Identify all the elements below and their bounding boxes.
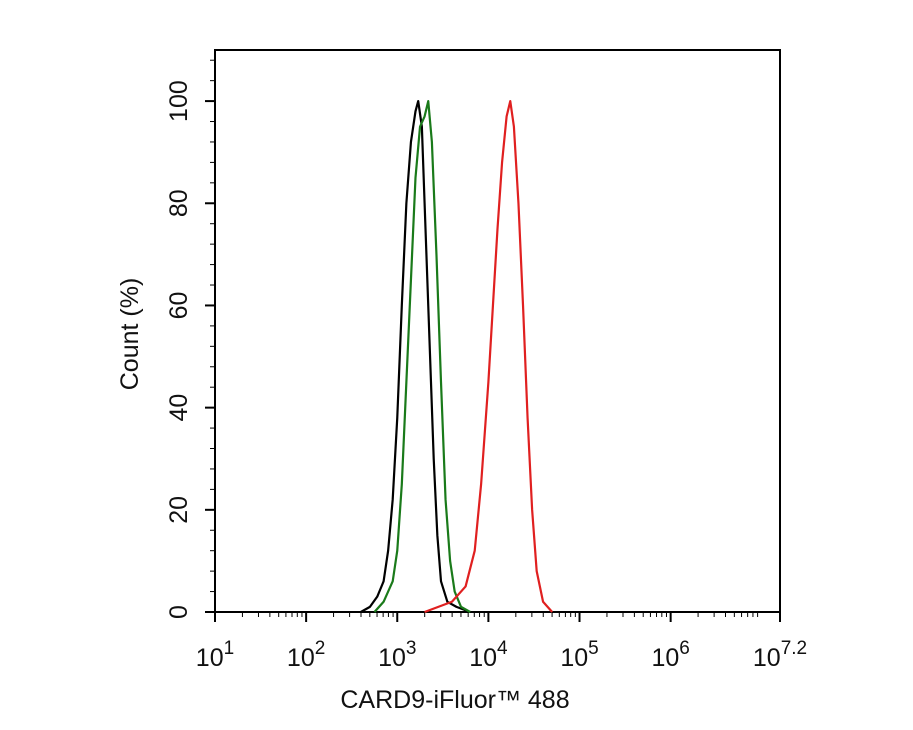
y-axis-label: Count (%): [116, 278, 144, 391]
x-tick-exponent: 3: [406, 638, 417, 659]
x-tick-exponent: 2: [315, 638, 326, 659]
plot-frame: [214, 49, 781, 613]
histogram-line: [373, 99, 471, 613]
x-tick-label: 103: [378, 638, 416, 672]
x-tick-base: 10: [560, 644, 588, 672]
x-tick-label: 107.2: [753, 638, 807, 672]
y-tick-label: 60: [165, 292, 193, 320]
histogram-line: [424, 99, 554, 614]
x-tick-base: 10: [287, 644, 315, 672]
y-tick-label: 80: [165, 189, 193, 217]
x-tick-exponent: 1: [224, 638, 235, 659]
y-tick-label: 100: [165, 80, 193, 122]
x-tick-base: 10: [469, 644, 497, 672]
histogram-line: [360, 99, 471, 614]
x-axis-label: CARD9-iFluor™ 488: [340, 686, 569, 714]
x-tick-exponent: 7.2: [781, 638, 807, 659]
x-tick-exponent: 4: [497, 638, 508, 659]
x-tick-base: 10: [378, 644, 406, 672]
x-tick-base: 10: [651, 644, 679, 672]
x-tick-label: 106: [651, 638, 689, 672]
y-tick-label: 20: [165, 496, 193, 524]
x-tick-label: 105: [560, 638, 598, 672]
x-tick-exponent: 5: [588, 638, 599, 659]
y-tick-label: 0: [165, 605, 193, 619]
x-tick-label: 104: [469, 638, 508, 672]
x-tick-label: 102: [287, 638, 325, 672]
x-tick-exponent: 6: [679, 638, 690, 659]
y-tick-label: 40: [165, 394, 193, 422]
x-tick-base: 10: [196, 644, 224, 672]
x-tick-base: 10: [753, 644, 781, 672]
x-tick-label: 101: [196, 638, 234, 672]
